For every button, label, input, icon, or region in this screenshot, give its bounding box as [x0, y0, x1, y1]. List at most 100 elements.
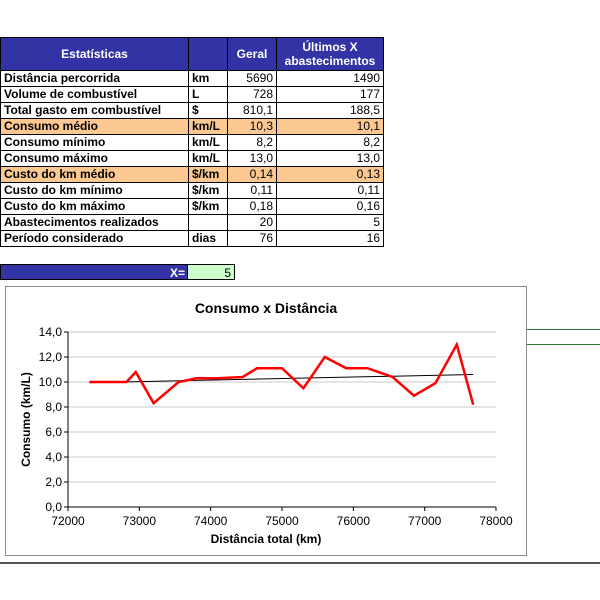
y-tick-label: 4,0	[45, 450, 62, 464]
row-label-cell[interactable]: Custo do km máximo	[0, 198, 189, 215]
x-value-cell[interactable]: 5	[188, 264, 235, 280]
header-ultimos-line2: abastecimentos	[284, 54, 376, 68]
row-unit-cell[interactable]: dias	[188, 230, 228, 247]
row-unit-cell[interactable]: $/km	[188, 198, 228, 215]
row-unit-cell[interactable]: L	[188, 86, 228, 103]
row-label-cell[interactable]: Consumo mínimo	[0, 134, 189, 151]
x-tick-label: 72000	[51, 514, 85, 528]
row-ultimos-cell[interactable]: 13,0	[276, 150, 384, 167]
data-point	[392, 376, 394, 378]
row-geral-cell[interactable]: 13,0	[227, 150, 277, 167]
row-unit-cell[interactable]: km/L	[188, 150, 228, 167]
row-label-cell[interactable]: Distância percorrida	[0, 70, 189, 87]
row-label-cell[interactable]: Custo do km médio	[0, 166, 189, 183]
row-geral-cell[interactable]: 728	[227, 86, 277, 103]
table-row: Custo do km médio $/km 0,14 0,13	[0, 166, 384, 183]
table-row: Abastecimentos realizados 20 5	[0, 214, 384, 231]
data-point	[135, 371, 137, 373]
x-tick-label: 73000	[123, 514, 157, 528]
connector-line-top	[527, 329, 600, 330]
x-axis-label: Distância total (km)	[211, 532, 322, 546]
sheet-bottom-border	[0, 562, 600, 564]
data-point	[153, 402, 155, 404]
row-geral-cell[interactable]: 20	[227, 214, 277, 231]
data-point	[178, 381, 180, 383]
series-line	[89, 341, 475, 406]
row-geral-cell[interactable]: 76	[227, 230, 277, 247]
y-tick-label: 6,0	[45, 425, 62, 439]
row-label-cell[interactable]: Abastecimentos realizados	[0, 214, 189, 231]
row-label-cell[interactable]: Total gasto em combustível	[0, 102, 189, 119]
chart-area[interactable]: Consumo x Distância 0,0 2,0 4,0 6,0 8,0 10,0 12…	[5, 286, 527, 556]
row-geral-cell[interactable]: 10,3	[227, 118, 277, 135]
header-ultimos-line1: Últimos X	[302, 40, 358, 54]
connector-line-bottom	[527, 344, 600, 345]
row-ultimos-cell[interactable]: 10,1	[276, 118, 384, 135]
row-unit-cell[interactable]: km/L	[188, 134, 228, 151]
data-point	[195, 377, 197, 379]
consumption-chart: Consumo x Distância 0,0 2,0 4,0 6,0 8,0 10,0 12…	[19, 300, 513, 546]
data-point	[413, 395, 415, 397]
row-geral-cell[interactable]: 0,18	[227, 198, 277, 215]
y-tick-label: 12,0	[39, 350, 63, 364]
row-unit-cell[interactable]: $/km	[188, 166, 228, 183]
table-row: Total gasto em combustível $810,1 188,5	[0, 102, 384, 119]
x-tick-label: 74000	[194, 514, 228, 528]
row-geral-cell[interactable]: 8,2	[227, 134, 277, 151]
table-row: Consumo máximo km/L 13,0 13,0	[0, 150, 384, 167]
table-header-row: Estatísticas Geral Últimos X abastecimen…	[0, 37, 384, 71]
header-cell-geral[interactable]: Geral	[227, 37, 277, 71]
data-point	[367, 367, 369, 369]
row-unit-cell[interactable]: km	[188, 70, 228, 87]
data-point	[472, 404, 474, 405]
trendline	[89, 374, 474, 384]
row-ultimos-cell[interactable]: 0,16	[276, 198, 384, 215]
row-geral-cell[interactable]: 5690	[227, 70, 277, 87]
data-point	[88, 381, 90, 383]
row-label-cell[interactable]: Consumo máximo	[0, 150, 189, 167]
data-point	[217, 377, 219, 379]
data-point	[125, 381, 127, 383]
data-point	[434, 382, 436, 384]
row-ultimos-cell[interactable]: 1490	[276, 70, 384, 87]
row-geral-cell[interactable]: 0,14	[227, 166, 277, 183]
x-input-row: X= 5	[0, 264, 235, 280]
row-ultimos-cell[interactable]: 16	[276, 230, 384, 247]
data-point	[281, 367, 283, 369]
header-cell-ultimos[interactable]: Últimos X abastecimentos	[276, 37, 384, 71]
row-label-cell[interactable]: Período considerado	[0, 230, 189, 247]
row-unit-cell[interactable]: $/km	[188, 182, 228, 199]
row-unit-cell[interactable]: $	[188, 102, 228, 119]
table-row: Consumo médio km/L 10,3 10,1	[0, 118, 384, 135]
table-row: Distância percorrida km 5690 1490	[0, 70, 384, 87]
y-tick-label: 14,0	[39, 325, 63, 339]
data-point	[324, 356, 326, 358]
row-unit-cell[interactable]	[188, 214, 228, 231]
row-label-cell[interactable]: Custo do km mínimo	[0, 182, 189, 199]
header-cell-statistics[interactable]: Estatísticas	[0, 37, 189, 71]
x-tick-label: 77000	[408, 514, 442, 528]
y-axis-label: Consumo (km/L)	[19, 372, 33, 467]
x-label-cell[interactable]: X=	[0, 264, 188, 280]
row-ultimos-cell[interactable]: 177	[276, 86, 384, 103]
header-cell-unit[interactable]	[188, 37, 228, 71]
row-geral-cell[interactable]: 0,11	[227, 182, 277, 199]
row-ultimos-cell[interactable]: 5	[276, 214, 384, 231]
y-tick-label: 2,0	[45, 475, 62, 489]
data-point	[302, 387, 304, 389]
data-point	[242, 376, 244, 378]
row-geral-cell[interactable]: 810,1	[227, 102, 277, 119]
row-label-cell[interactable]: Volume de combustível	[0, 86, 189, 103]
data-point	[256, 367, 258, 369]
row-ultimos-cell[interactable]: 188,5	[276, 102, 384, 119]
data-point	[345, 367, 347, 369]
data-point	[456, 344, 458, 345]
table-row: Volume de combustível L 728 177	[0, 86, 384, 103]
row-label-cell[interactable]: Consumo médio	[0, 118, 189, 135]
x-tick-label: 75000	[265, 514, 299, 528]
row-ultimos-cell[interactable]: 0,13	[276, 166, 384, 183]
row-ultimos-cell[interactable]: 8,2	[276, 134, 384, 151]
table-row: Consumo mínimo km/L 8,2 8,2	[0, 134, 384, 151]
row-unit-cell[interactable]: km/L	[188, 118, 228, 135]
row-ultimos-cell[interactable]: 0,11	[276, 182, 384, 199]
